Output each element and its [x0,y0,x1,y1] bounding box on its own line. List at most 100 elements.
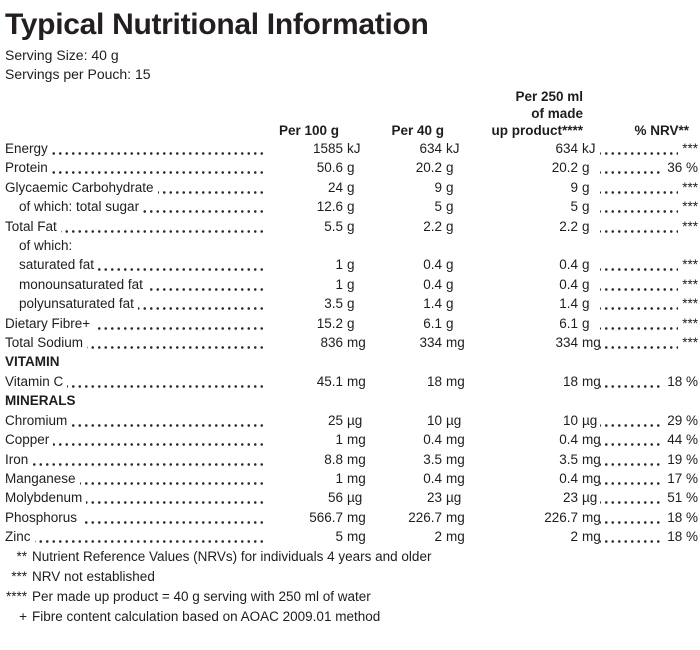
value-c3: 226.7 mg [464,507,601,528]
nrv-percent: 18 % [663,507,698,528]
value-c1: 56 µg [265,488,365,508]
value-nrv: 36 % [600,158,698,178]
row-label: Total Fat [5,216,61,237]
value-number: 5 [464,197,578,217]
table-row: monounsaturated fat 1 g 0.4 g 0.4 g *** [5,274,698,295]
value-number: 1.4 [365,294,442,314]
value-number: 634 [365,139,442,159]
value-number: 334 [464,333,578,353]
value-nrv: 18 % [600,527,698,547]
value-number: 1 [265,468,343,489]
row-label: monounsaturated fat [5,274,147,295]
value-number: 15.2 [265,313,343,334]
value-nrv: *** [600,255,698,275]
value-unit: g [578,274,600,295]
value-number: 6.1 [365,313,442,334]
value-unit: µg [442,488,464,508]
nrv-percent: *** [678,294,698,314]
value-number: 25 [265,410,343,431]
value-number: 18 [365,371,442,392]
value-c1: 1 mg [265,430,366,450]
value-unit: mg [578,527,601,547]
value-unit: mg [578,468,601,489]
value-nrv: *** [600,274,698,295]
value-number: 3.5 [365,449,442,469]
value-c3: 20.2 g [464,158,600,178]
value-unit: g [442,177,464,198]
row-label: Zinc [5,527,35,547]
value-unit: g [578,177,600,198]
footnote-marker: ** [16,548,27,564]
value-number: 3.5 [464,449,578,469]
value-number: 20.2 [464,158,578,178]
table-row: Energy 1585 kJ 634 kJ 634 kJ *** [5,139,698,159]
value-number: 226.7 [464,507,578,528]
value-unit: g [343,294,365,314]
table-row: Manganese 1 mg 0.4 mg 0.4 mg 17 % [5,468,698,489]
nrv-percent: *** [678,274,698,295]
value-unit: g [343,177,365,198]
value-c3: 0.4 g [464,274,600,295]
value-number: 5.5 [265,216,343,237]
value-number: 24 [265,177,343,198]
nrv-percent: *** [678,313,698,334]
table-row: Zinc 5 mg 2 mg 2 mg 18 % [5,527,698,547]
value-unit: mg [442,527,465,547]
value-c1: 45.1 mg [265,371,366,392]
value-unit: µg [343,488,365,508]
value-unit: g [343,197,365,217]
nrv-percent: 18 % [663,371,698,392]
value-unit: mg [578,507,601,528]
value-c2: 0.4 mg [365,430,465,450]
value-unit: g [343,158,365,178]
value-number: 6.1 [464,313,578,334]
value-c2: 3.5 mg [365,449,465,469]
table-row: Chromium 25 µg 10 µg 10 µg 29 % [5,410,698,431]
footnote-text: Per made up product = 40 g serving with … [32,588,371,604]
value-unit: mg [343,468,366,489]
footnote-marker: **** [5,588,27,604]
row-label: VITAMIN [5,352,64,372]
row-label: Copper [5,430,54,450]
nrv-percent: 51 % [663,488,698,508]
value-unit: kJ [442,139,464,159]
value-c1: 5 mg [265,527,366,547]
value-unit: µg [578,410,600,431]
table-row: Total Sodium 836 mg 334 mg 334 mg *** [5,333,698,353]
table-row: Dietary Fibre+ 15.2 g 6.1 g 6.1 g *** [5,313,698,334]
value-unit: mg [442,333,465,353]
value-unit: g [343,313,365,334]
nrv-percent: *** [678,139,698,159]
nrv-percent: 29 % [663,410,698,431]
page-title: Typical Nutritional Information [5,8,429,41]
value-number: 634 [464,139,578,159]
value-number: 1.4 [464,294,578,314]
value-c3: 334 mg [464,333,601,353]
value-nrv: *** [600,216,698,237]
nrv-percent: *** [678,216,698,237]
value-unit: mg [578,449,601,469]
value-number: 0.4 [365,468,442,489]
row-label: Manganese [5,468,80,489]
col-header-per-250ml: Per 250 ml of made up product**** [464,88,600,139]
value-unit: µg [442,410,464,431]
col-header-per-40g: Per 40 g [391,123,444,138]
value-unit: mg [442,449,465,469]
value-number: 10 [464,410,578,431]
value-number: 1 [265,255,343,275]
value-number: 56 [265,488,343,508]
value-c1: 25 µg [265,410,365,431]
value-number: 0.4 [464,274,578,295]
value-number: 9 [365,177,442,198]
value-nrv: 51 % [600,488,698,508]
table-row: Iron 8.8 mg 3.5 mg 3.5 mg 19 % [5,449,698,469]
footnotes: ** Nutrient Reference Values (NRVs) for i… [5,547,698,627]
footnote: **** Per made up product = 40 g serving w… [5,587,698,607]
nrv-percent: *** [678,255,698,275]
value-unit: mg [442,468,465,489]
row-label: MINERALS [5,391,80,411]
nrv-percent: 18 % [663,527,698,547]
value-c2: 2 mg [365,527,465,547]
